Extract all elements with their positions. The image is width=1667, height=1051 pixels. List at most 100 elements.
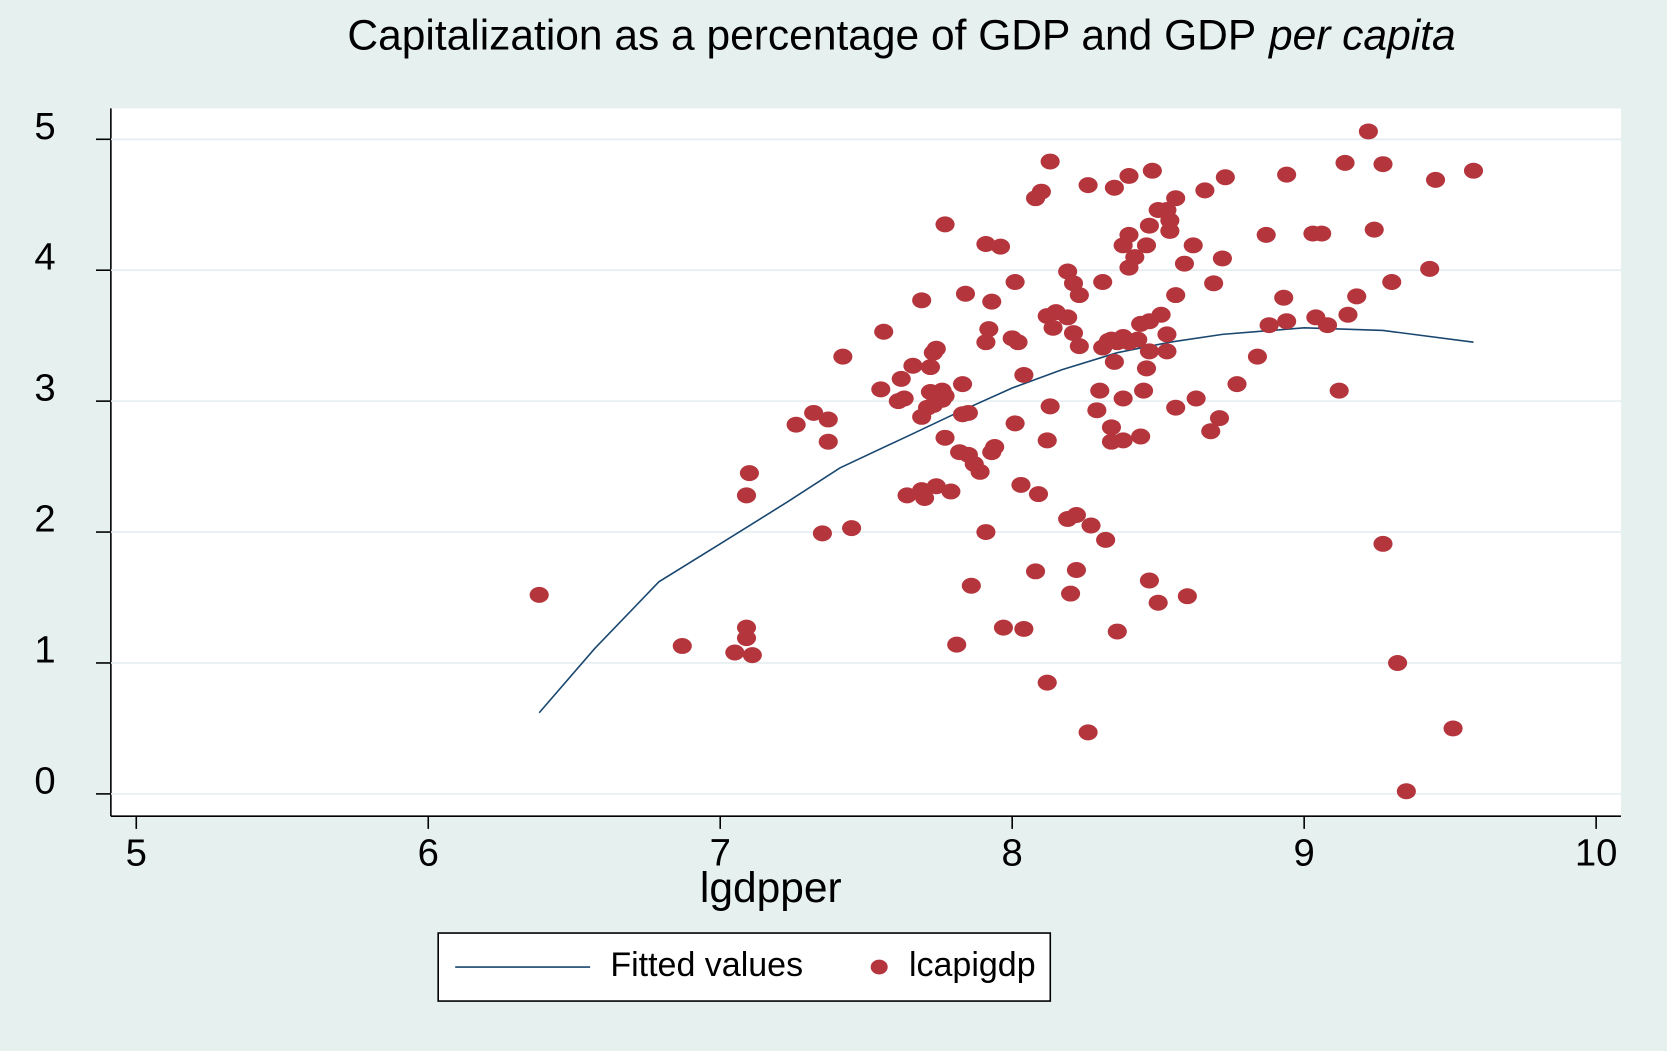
scatter-point [725,644,745,661]
scatter-point [1148,594,1168,611]
scatter-point [1425,171,1446,188]
x-axis-label: lgdpper [700,865,842,912]
scatter-point [1119,259,1139,276]
scatter-point [990,238,1011,255]
scatter-point [1183,237,1203,254]
scatter-point [1139,343,1159,360]
x-tick-label: 6 [418,832,439,875]
scatter-point [1040,153,1060,170]
scatter-point [1063,325,1084,342]
scatter-point [952,376,973,393]
scatter-point [739,465,759,482]
scatter-point [923,397,943,414]
legend-swatch [870,959,888,975]
scatter-point [1069,287,1089,304]
scatter-point [1420,260,1440,277]
x-tick-label: 7 [710,832,731,875]
scatter-point [1277,166,1297,183]
scatter-point [1134,382,1154,399]
scatter-point [874,323,894,340]
scatter-point [1011,476,1031,493]
scatter-point [903,357,923,374]
scatter-point [1078,177,1098,194]
y-tick-label: 1 [34,628,55,671]
scatter-point [1028,486,1049,503]
scatter-point [1005,415,1025,432]
scatter-point [1113,237,1133,254]
scatter-point [961,577,981,594]
scatter-point [952,406,973,423]
scatter-point [1201,423,1221,440]
scatter-point [1274,289,1294,306]
scatter-point [1277,313,1297,330]
scatter-point [1113,432,1133,449]
scatter-point [1025,563,1046,580]
plot-area [110,108,1621,817]
scatter-point [1101,419,1122,436]
scatter-point [976,524,996,541]
scatter-point [1317,317,1338,334]
scatter-point [1388,654,1408,671]
scatter-point [935,429,955,446]
scatter-point [1031,183,1051,200]
scatter-point [742,647,762,664]
scatter-point [915,490,935,506]
scatter-point [1396,783,1416,800]
scatter-point [1186,390,1206,407]
y-tick-label: 0 [34,759,55,802]
scatter-point [979,321,999,338]
scatter-point [812,525,832,542]
scatter-point [897,487,917,504]
scatter-point [926,478,946,495]
scatter-point [970,463,990,480]
scatter-point [1058,309,1078,326]
y-tick-label: 3 [34,367,55,410]
scatter-point [1166,399,1186,416]
y-tick-label: 2 [34,498,55,541]
scatter-point [1131,428,1151,445]
scatter-point [1382,274,1402,290]
legend-label: lcapigdp [909,946,1036,984]
scatter-point [736,487,757,504]
scatter-point [1227,376,1247,393]
scatter-point [1107,623,1127,640]
y-tick-label: 4 [34,236,55,279]
scatter-point [1066,507,1086,524]
scatter-point [1335,154,1355,171]
scatter-point [941,483,961,500]
scatter-point [985,438,1005,455]
scatter-point [1005,274,1025,290]
scatter-point [1157,343,1177,360]
scatter-point [912,292,932,309]
scatter-point [1259,317,1279,334]
scatter-point [912,408,932,425]
chart-title: Capitalization as a percentage of GDP an… [347,12,1455,59]
marks [110,123,1621,800]
scatter-point [842,520,862,537]
scatter-point [818,411,838,428]
scatter-point [1212,250,1232,267]
scatter-point [1093,274,1113,290]
scatter-point [1090,382,1110,399]
scatter-point [1113,390,1133,407]
scatter-point [1166,287,1186,304]
scatter-point [1195,182,1215,199]
scatter-point [1069,338,1089,355]
scatter-point [786,416,806,433]
scatter-point [1215,169,1235,186]
scatter-point [529,586,549,603]
scatter-point [891,370,911,387]
scatter-point [1037,674,1057,691]
legend-label: Fitted values [610,946,803,984]
scatter-point [1209,410,1230,427]
title-italic: per capita [1267,12,1456,59]
scatter-point [976,236,996,252]
scatter-point [1119,167,1139,184]
scatter-point [1014,620,1034,637]
scatter-point [947,636,967,653]
scatter-point [1078,724,1098,741]
scatter-point [1139,572,1159,589]
scatter-point [1247,348,1268,365]
